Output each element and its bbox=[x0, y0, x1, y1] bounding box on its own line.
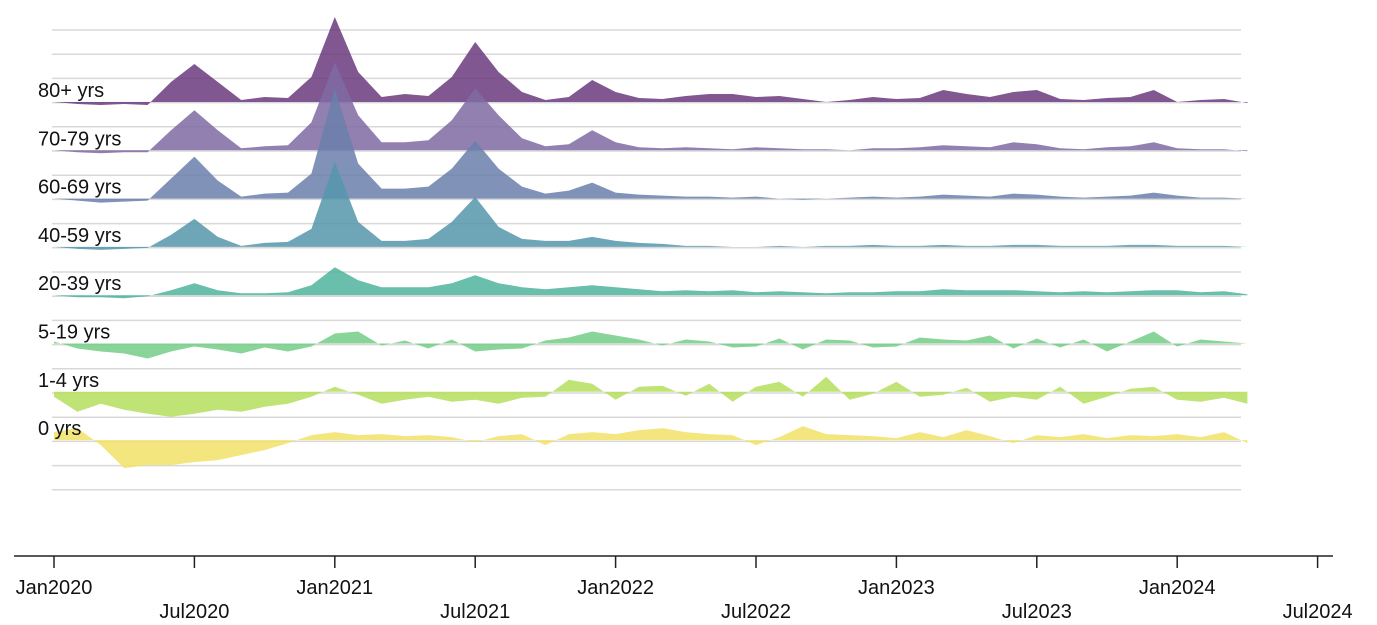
ridge-area bbox=[54, 426, 1248, 469]
x-tick-label: Jul2021 bbox=[440, 601, 510, 623]
ridge-area bbox=[54, 267, 1248, 299]
ridge-area bbox=[54, 17, 1248, 105]
ridge-area bbox=[54, 331, 1248, 359]
ridge-area bbox=[54, 161, 1248, 250]
x-tick-label: Jan2021 bbox=[296, 577, 373, 599]
series-label: 80+ yrs bbox=[38, 80, 104, 102]
x-tick-label: Jan2020 bbox=[16, 577, 93, 599]
series-label: 5-19 yrs bbox=[38, 322, 110, 344]
ridge-area bbox=[54, 88, 1248, 203]
x-tick-label: Jul2022 bbox=[721, 601, 791, 623]
x-tick-label: Jul2020 bbox=[159, 601, 229, 623]
series-label: 0 yrs bbox=[38, 418, 81, 440]
series-label: 1-4 yrs bbox=[38, 370, 99, 392]
series-label: 20-39 yrs bbox=[38, 273, 121, 295]
series-label: 60-69 yrs bbox=[38, 177, 121, 199]
x-tick-label: Jul2024 bbox=[1283, 601, 1353, 623]
x-tick-label: Jan2024 bbox=[1139, 577, 1216, 599]
series-label: 70-79 yrs bbox=[38, 128, 121, 150]
x-tick-label: Jul2023 bbox=[1002, 601, 1072, 623]
ridge-area bbox=[54, 376, 1248, 417]
x-tick-label: Jan2022 bbox=[577, 577, 654, 599]
ridge-area bbox=[54, 62, 1248, 154]
x-tick-label: Jan2023 bbox=[858, 577, 935, 599]
series-label: 40-59 yrs bbox=[38, 225, 121, 247]
